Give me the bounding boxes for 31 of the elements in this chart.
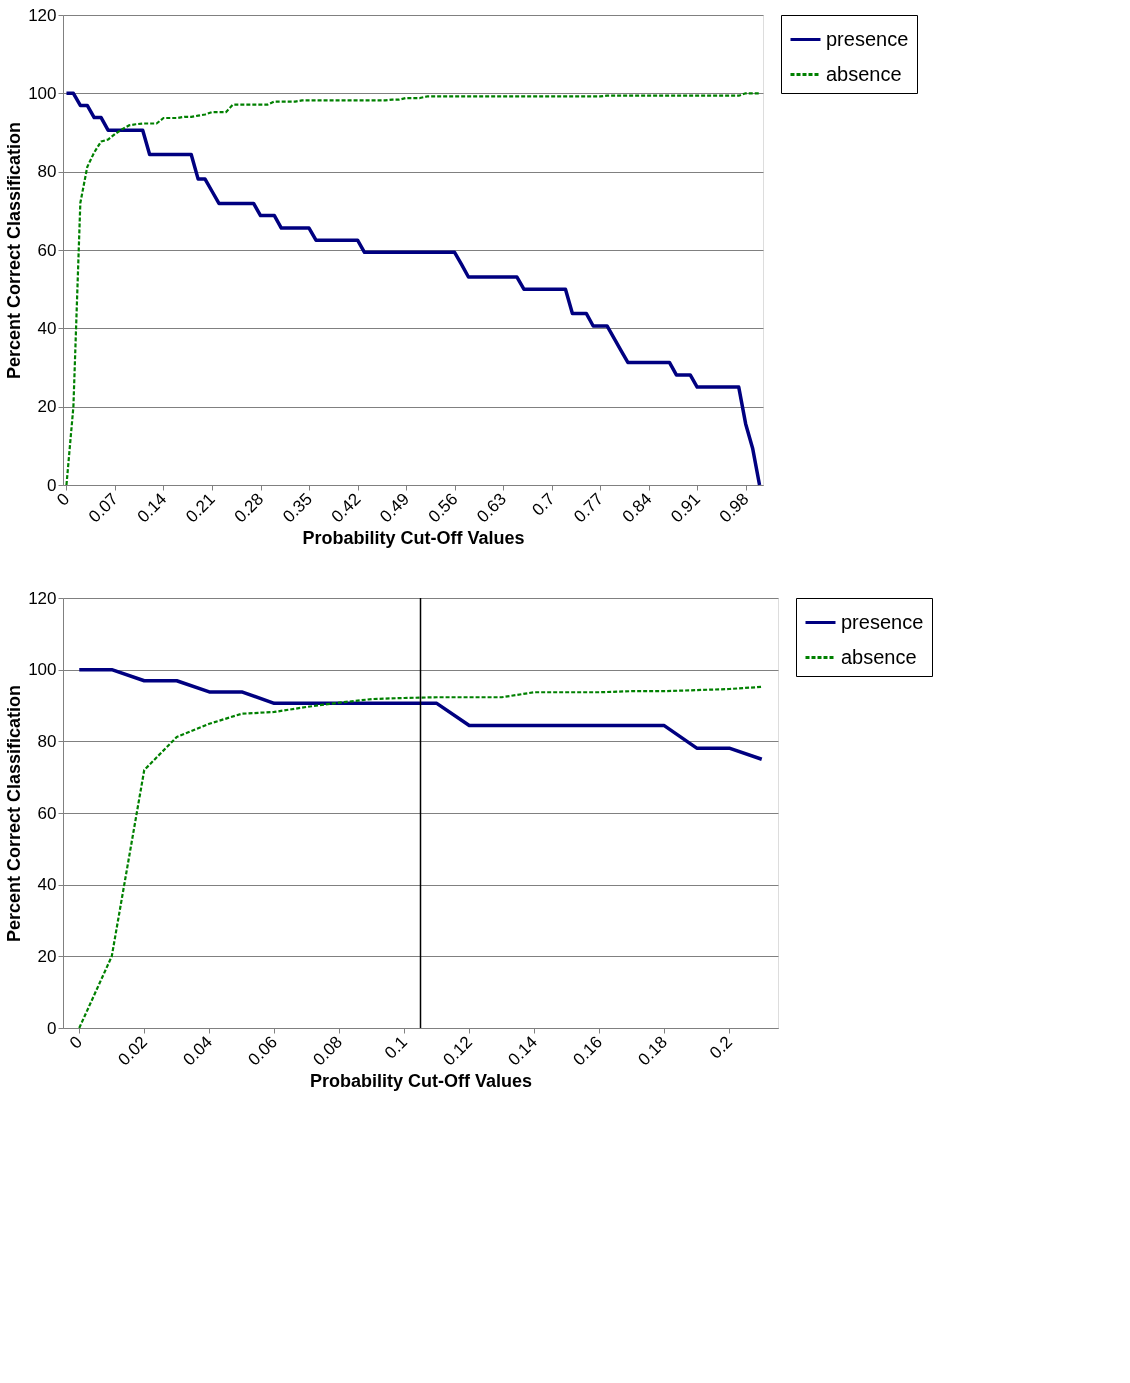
y-tick-label: 20 <box>37 397 57 417</box>
y-tick-label: 0 <box>47 475 57 495</box>
x-tick-label: 0.21 <box>182 489 219 527</box>
x-tick-label: 0 <box>65 1032 87 1053</box>
line-series <box>78 685 763 1030</box>
x-tick-label: 0.2 <box>705 1032 737 1063</box>
y-tick-label: 100 <box>28 660 57 680</box>
y-tick-label: 60 <box>37 240 57 260</box>
y-tick-label: 120 <box>28 588 57 608</box>
line-series <box>77 667 764 761</box>
y-tick-label: 80 <box>37 162 57 182</box>
y-axis-title: Percent Correct Classification <box>4 121 25 380</box>
legend-label: absence <box>826 62 902 85</box>
y-tick-label: 20 <box>37 946 57 966</box>
legend-label: presence <box>841 610 924 633</box>
y-tick-label: 40 <box>37 318 57 338</box>
y-axis-title: Percent Correct Classification <box>4 684 25 943</box>
legend-label: absence <box>841 645 917 668</box>
y-tick-label: 40 <box>37 875 57 895</box>
y-tick-label: 60 <box>37 803 57 823</box>
x-tick-label: 0.7 <box>528 489 559 520</box>
y-tick-label: 100 <box>28 83 57 103</box>
x-tick-label: 0.91 <box>667 489 705 527</box>
legend-label: presence <box>826 27 909 50</box>
x-tick-label: 0.1 <box>380 1032 412 1063</box>
y-tick-label: 120 <box>28 5 57 25</box>
x-axis-title: Probability Cut-Off Values <box>309 1070 533 1091</box>
x-tick-label: 0.49 <box>376 489 413 527</box>
x-axis-title: Probability Cut-Off Values <box>302 527 525 548</box>
y-tick-label: 0 <box>47 1018 57 1038</box>
y-tick-label: 80 <box>37 731 57 751</box>
